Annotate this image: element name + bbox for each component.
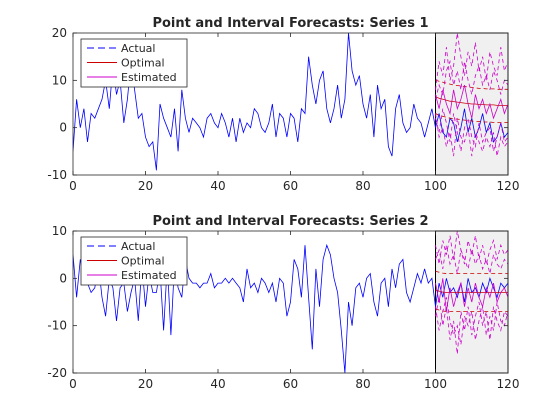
- chart-title: Point and Interval Forecasts: Series 1: [152, 16, 428, 31]
- series-estimated-interval-lower2-line: [435, 297, 508, 345]
- legend-label-optimal: Optimal: [121, 57, 165, 70]
- y-tick-label: 0: [59, 271, 67, 285]
- x-tick-label: 80: [355, 179, 370, 193]
- x-tick-label: 20: [138, 377, 153, 391]
- series-estimated-line: [435, 85, 508, 120]
- series-lines: [73, 33, 508, 171]
- y-tick-label: 0: [59, 121, 67, 135]
- x-tick-label: 0: [69, 377, 77, 391]
- legend-label-estimated: Estimated: [121, 71, 177, 84]
- series-2-chart: 0 20 40 60 80 100 120 -20 -10 0 10 Point and Interv…: [47, 214, 519, 391]
- series-estimated-interval-upper2-line: [435, 245, 508, 274]
- series-optimal-interval-lower-line: [435, 308, 508, 312]
- x-tick-label: 20: [138, 179, 153, 193]
- x-tick-label: 120: [497, 179, 520, 193]
- y-tick-label: 10: [52, 73, 67, 87]
- series-optimal-line: [435, 96, 508, 106]
- legend-label-optimal: Optimal: [121, 255, 165, 268]
- x-tick-label: 0: [69, 179, 77, 193]
- series-estimated-interval-lower2-line: [435, 113, 508, 157]
- legend-box: [80, 38, 188, 88]
- x-tick-label: 60: [283, 179, 298, 193]
- legend-box: [80, 236, 188, 286]
- series-optimal-line: [435, 289, 508, 293]
- y-tick-label: -10: [47, 168, 67, 182]
- series-optimal-interval-upper-line: [435, 270, 508, 274]
- x-tick-label: 120: [497, 377, 520, 391]
- y-tick-label: 10: [52, 224, 67, 238]
- series-estimated-interval-lower-line: [435, 297, 508, 355]
- y-tick-label: -20: [47, 366, 67, 380]
- x-tick-label: 80: [355, 377, 370, 391]
- legend-label-estimated: Estimated: [121, 269, 177, 282]
- legend-label-actual: Actual: [121, 42, 155, 55]
- series-estimated-interval-upper2-line: [435, 59, 508, 100]
- series-optimal-interval-upper-line: [435, 79, 508, 90]
- legend-label-actual: Actual: [121, 240, 155, 253]
- series-estimated-interval-upper-line: [435, 231, 508, 265]
- series-estimated-interval-lower-line: [435, 108, 508, 152]
- x-tick-label: 40: [210, 377, 225, 391]
- series-optimal-interval-lower-line: [435, 113, 508, 123]
- x-tick-label: 40: [210, 179, 225, 193]
- x-tick-label: 100: [424, 377, 447, 391]
- y-tick-label: -10: [47, 319, 67, 333]
- y-tick-label: 20: [52, 26, 67, 40]
- chart-title: Point and Interval Forecasts: Series 2: [152, 214, 428, 229]
- x-tick-label: 100: [424, 179, 447, 193]
- x-tick-label: 60: [283, 377, 298, 391]
